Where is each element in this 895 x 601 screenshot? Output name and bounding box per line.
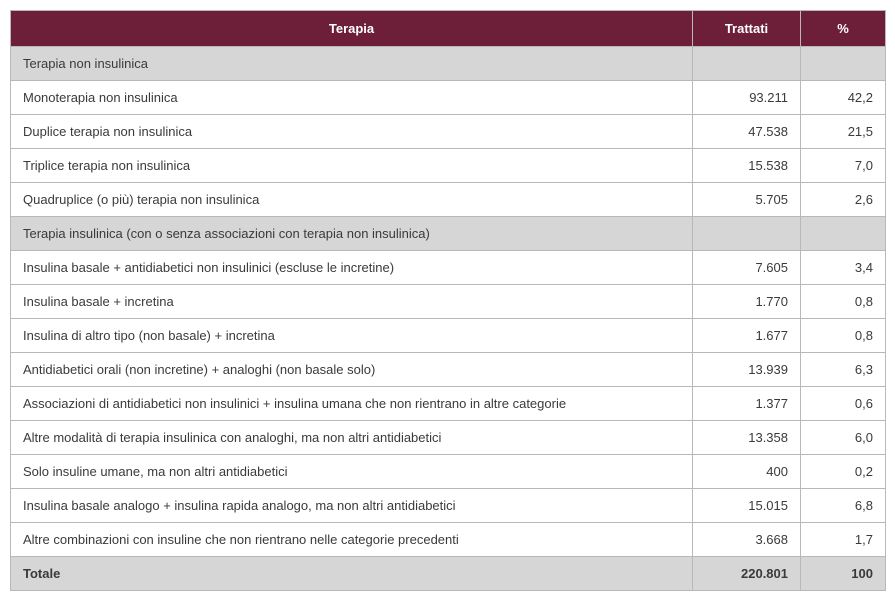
cell-percent	[801, 217, 886, 251]
cell-treated: 5.705	[693, 183, 801, 217]
cell-treated: 220.801	[693, 557, 801, 591]
cell-therapy: Antidiabetici orali (non incretine) + an…	[11, 353, 693, 387]
cell-therapy: Insulina basale + antidiabetici non insu…	[11, 251, 693, 285]
cell-percent: 21,5	[801, 115, 886, 149]
cell-treated: 3.668	[693, 523, 801, 557]
cell-percent: 6,8	[801, 489, 886, 523]
table-header: Terapia Trattati %	[11, 11, 886, 47]
cell-therapy: Terapia non insulinica	[11, 47, 693, 81]
table-row: Quadruplice (o più) terapia non insulini…	[11, 183, 886, 217]
cell-treated: 7.605	[693, 251, 801, 285]
cell-treated: 15.015	[693, 489, 801, 523]
cell-therapy: Triplice terapia non insulinica	[11, 149, 693, 183]
cell-therapy: Monoterapia non insulinica	[11, 81, 693, 115]
cell-treated: 47.538	[693, 115, 801, 149]
table-body: Terapia non insulinicaMonoterapia non in…	[11, 47, 886, 591]
table-row: Monoterapia non insulinica93.21142,2	[11, 81, 886, 115]
table-row: Insulina basale analogo + insulina rapid…	[11, 489, 886, 523]
cell-percent: 0,8	[801, 285, 886, 319]
cell-percent: 6,3	[801, 353, 886, 387]
cell-therapy: Insulina di altro tipo (non basale) + in…	[11, 319, 693, 353]
cell-therapy: Quadruplice (o più) terapia non insulini…	[11, 183, 693, 217]
table-row: Solo insuline umane, ma non altri antidi…	[11, 455, 886, 489]
therapy-table: Terapia Trattati % Terapia non insulinic…	[10, 10, 886, 591]
cell-percent: 100	[801, 557, 886, 591]
cell-therapy: Altre combinazioni con insuline che non …	[11, 523, 693, 557]
cell-percent: 3,4	[801, 251, 886, 285]
cell-percent: 1,7	[801, 523, 886, 557]
table-row: Insulina basale + antidiabetici non insu…	[11, 251, 886, 285]
cell-therapy: Insulina basale + incretina	[11, 285, 693, 319]
table-row: Triplice terapia non insulinica15.5387,0	[11, 149, 886, 183]
cell-treated	[693, 217, 801, 251]
cell-percent: 42,2	[801, 81, 886, 115]
cell-therapy: Duplice terapia non insulinica	[11, 115, 693, 149]
cell-percent: 0,2	[801, 455, 886, 489]
cell-percent: 2,6	[801, 183, 886, 217]
cell-therapy: Totale	[11, 557, 693, 591]
cell-treated: 93.211	[693, 81, 801, 115]
table-row: Duplice terapia non insulinica47.53821,5	[11, 115, 886, 149]
col-header-treated: Trattati	[693, 11, 801, 47]
cell-treated	[693, 47, 801, 81]
table-row: Antidiabetici orali (non incretine) + an…	[11, 353, 886, 387]
table-row: Insulina di altro tipo (non basale) + in…	[11, 319, 886, 353]
cell-treated: 13.358	[693, 421, 801, 455]
cell-treated: 1.770	[693, 285, 801, 319]
table-row: Altre modalità di terapia insulinica con…	[11, 421, 886, 455]
cell-therapy: Solo insuline umane, ma non altri antidi…	[11, 455, 693, 489]
cell-treated: 13.939	[693, 353, 801, 387]
table-row: Terapia non insulinica	[11, 47, 886, 81]
cell-treated: 1.677	[693, 319, 801, 353]
cell-percent: 6,0	[801, 421, 886, 455]
cell-percent: 7,0	[801, 149, 886, 183]
col-header-therapy: Terapia	[11, 11, 693, 47]
cell-percent: 0,6	[801, 387, 886, 421]
cell-therapy: Terapia insulinica (con o senza associaz…	[11, 217, 693, 251]
table-row: Associazioni di antidiabetici non insuli…	[11, 387, 886, 421]
cell-therapy: Associazioni di antidiabetici non insuli…	[11, 387, 693, 421]
cell-treated: 400	[693, 455, 801, 489]
table-row: Terapia insulinica (con o senza associaz…	[11, 217, 886, 251]
cell-therapy: Insulina basale analogo + insulina rapid…	[11, 489, 693, 523]
cell-treated: 1.377	[693, 387, 801, 421]
cell-percent	[801, 47, 886, 81]
table-row: Insulina basale + incretina1.7700,8	[11, 285, 886, 319]
col-header-percent: %	[801, 11, 886, 47]
cell-treated: 15.538	[693, 149, 801, 183]
table-row: Totale220.801100	[11, 557, 886, 591]
cell-percent: 0,8	[801, 319, 886, 353]
cell-therapy: Altre modalità di terapia insulinica con…	[11, 421, 693, 455]
table-row: Altre combinazioni con insuline che non …	[11, 523, 886, 557]
